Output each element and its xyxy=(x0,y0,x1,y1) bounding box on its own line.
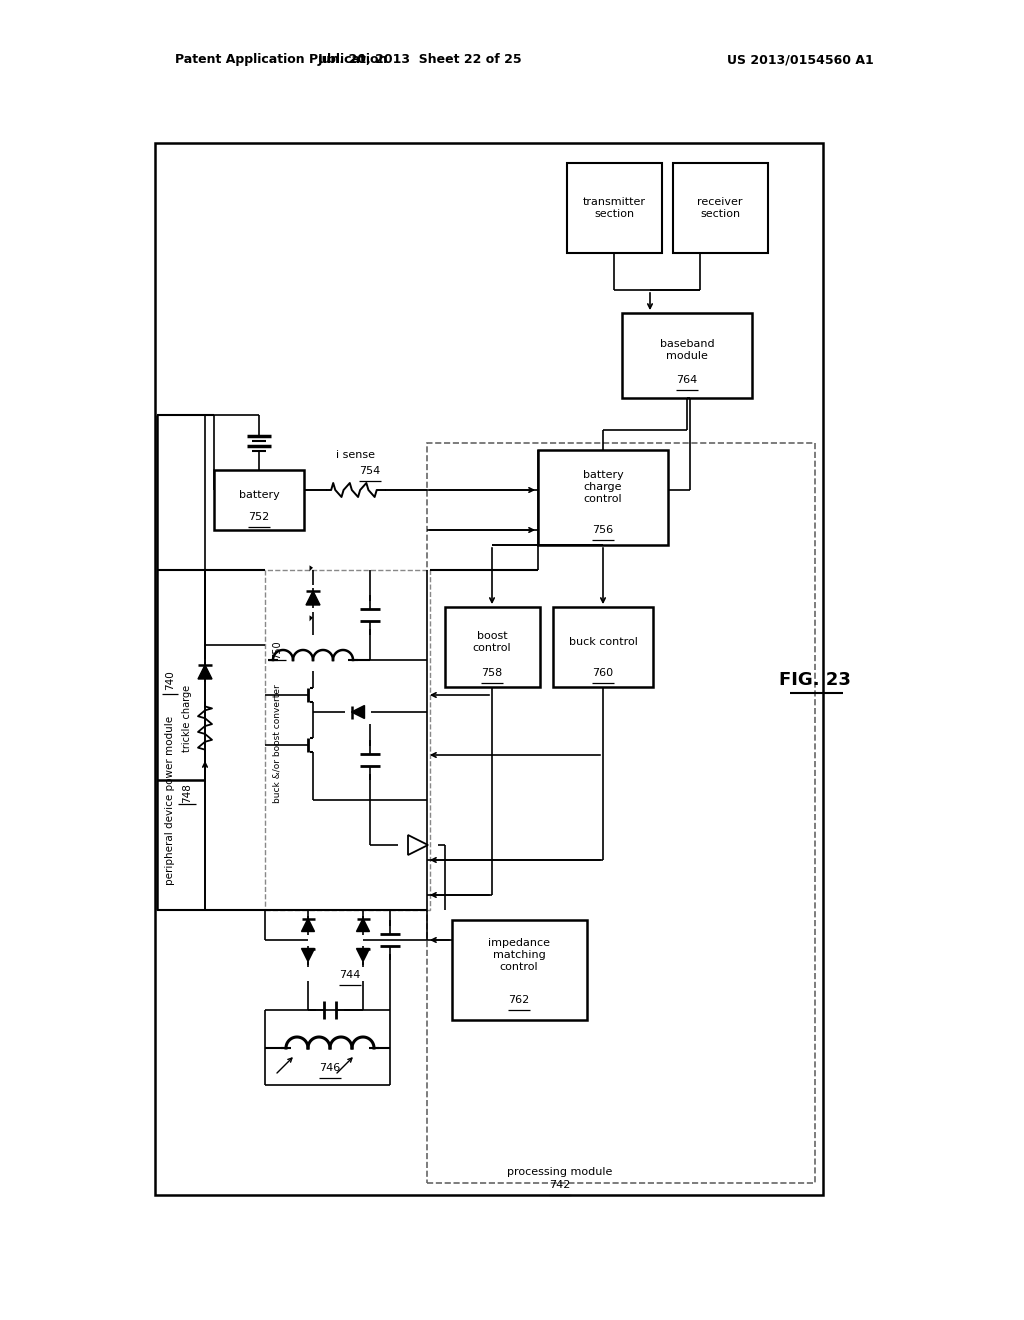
Text: 764: 764 xyxy=(677,375,697,385)
Bar xyxy=(445,607,540,686)
Polygon shape xyxy=(356,949,370,961)
Text: 756: 756 xyxy=(593,525,613,535)
Text: 758: 758 xyxy=(481,668,503,678)
Text: FIG. 23: FIG. 23 xyxy=(779,671,851,689)
Text: 760: 760 xyxy=(593,668,613,678)
Bar xyxy=(155,143,823,1195)
Text: Patent Application Publication: Patent Application Publication xyxy=(175,54,387,66)
Text: trickle charge: trickle charge xyxy=(182,685,193,751)
Bar xyxy=(265,570,430,909)
Text: 752: 752 xyxy=(249,512,269,521)
Polygon shape xyxy=(301,919,314,932)
Bar xyxy=(567,162,662,253)
Text: i sense: i sense xyxy=(337,450,376,459)
Polygon shape xyxy=(309,615,313,622)
Text: 744: 744 xyxy=(339,970,360,979)
Bar xyxy=(452,920,587,1020)
Text: impedance
matching
control: impedance matching control xyxy=(488,939,550,972)
Polygon shape xyxy=(306,591,319,605)
Text: 750: 750 xyxy=(272,640,282,659)
Text: receiver
section: receiver section xyxy=(697,197,742,219)
Text: processing module: processing module xyxy=(507,1167,612,1177)
Text: US 2013/0154560 A1: US 2013/0154560 A1 xyxy=(727,54,873,66)
Bar xyxy=(673,162,768,253)
Bar xyxy=(622,313,752,399)
Text: transmitter
section: transmitter section xyxy=(583,197,645,219)
Text: baseband
module: baseband module xyxy=(659,339,715,360)
Text: buck &/or boost converter: buck &/or boost converter xyxy=(272,685,282,804)
Text: buck control: buck control xyxy=(568,638,637,647)
Polygon shape xyxy=(351,705,365,718)
Text: Jun. 20, 2013  Sheet 22 of 25: Jun. 20, 2013 Sheet 22 of 25 xyxy=(317,54,522,66)
Text: 742: 742 xyxy=(549,1180,570,1191)
Text: boost
control: boost control xyxy=(473,631,511,653)
Text: 746: 746 xyxy=(319,1063,341,1073)
Text: peripheral device power module: peripheral device power module xyxy=(165,715,175,884)
Polygon shape xyxy=(309,565,313,572)
Bar xyxy=(214,470,304,531)
Polygon shape xyxy=(356,919,370,932)
Text: 762: 762 xyxy=(508,995,529,1005)
Text: battery
charge
control: battery charge control xyxy=(583,470,624,504)
Text: battery: battery xyxy=(239,490,280,500)
Bar xyxy=(538,450,668,545)
Text: 748: 748 xyxy=(182,783,193,803)
Bar xyxy=(553,607,653,686)
Text: 754: 754 xyxy=(359,466,381,477)
Bar xyxy=(427,444,815,1183)
Polygon shape xyxy=(301,949,314,961)
Polygon shape xyxy=(198,665,212,678)
Text: 740: 740 xyxy=(165,671,175,690)
